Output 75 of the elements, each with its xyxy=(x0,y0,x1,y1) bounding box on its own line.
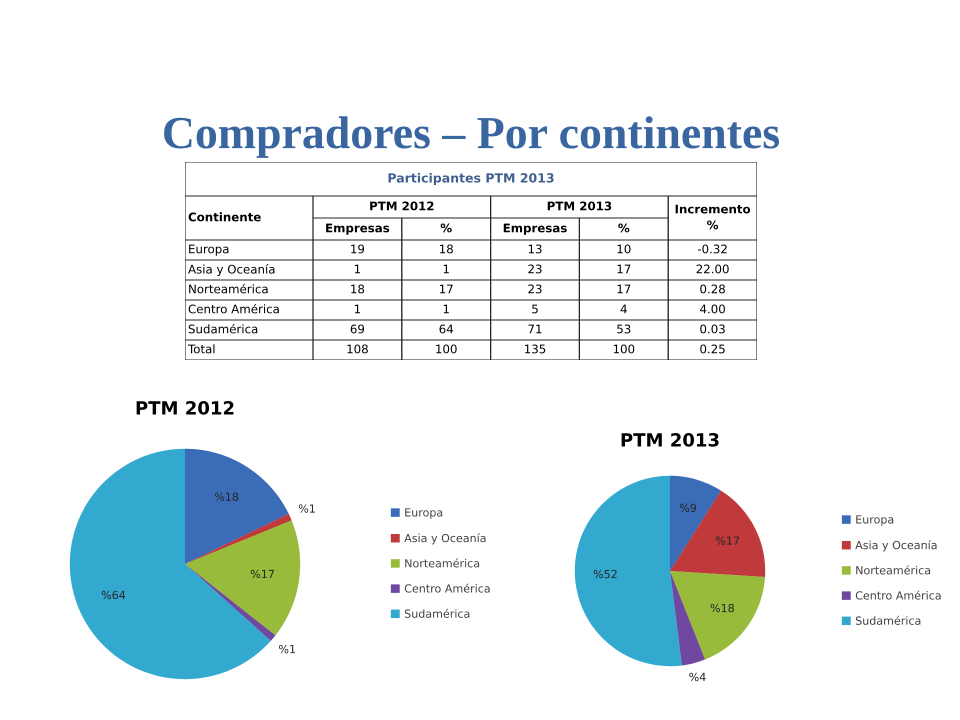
data-label: %17 xyxy=(250,570,274,578)
text: % xyxy=(618,223,630,232)
data-label: 100 xyxy=(436,344,457,354)
text: Continente xyxy=(188,212,261,222)
data-label: 1 xyxy=(444,304,449,314)
data-label: %52 xyxy=(594,570,617,578)
data-label: %1 xyxy=(298,504,315,513)
data-label: 18 xyxy=(351,284,364,294)
data-label: 17 xyxy=(618,284,630,294)
data-label: 4 xyxy=(620,304,627,314)
text: Participantes PTM 2013 xyxy=(388,172,554,186)
data-label: 135 xyxy=(525,344,546,354)
data-label: %18 xyxy=(214,492,238,501)
category-label: Asia y Oceanía xyxy=(188,264,274,276)
data-label: 71 xyxy=(528,324,542,334)
data-label: 108 xyxy=(347,344,368,354)
pie-slice xyxy=(185,448,289,564)
pie-slice xyxy=(670,490,766,577)
data-label: 0.03 xyxy=(700,324,725,334)
data-label: %1 xyxy=(279,644,296,654)
data-label: 23 xyxy=(528,284,542,294)
data-label: 23 xyxy=(528,264,542,274)
legend-label: Sudamérica xyxy=(404,608,470,618)
data-label: 0.28 xyxy=(700,284,725,294)
chart-title: PTM 2013 xyxy=(622,433,719,447)
data-label: 4.00 xyxy=(700,304,725,314)
legend-label: Asia y Oceanía xyxy=(404,533,486,544)
data-label: 1 xyxy=(354,304,360,314)
data-label: 10 xyxy=(618,244,631,254)
data-label: 17 xyxy=(618,264,630,274)
legend-label: Sudamérica xyxy=(856,616,920,625)
legend-label: Asia y Oceanía xyxy=(855,540,937,552)
data-label: 53 xyxy=(617,324,630,334)
pie-slice xyxy=(185,564,276,641)
text: Empresas xyxy=(326,224,390,235)
data-label: %18 xyxy=(710,604,734,612)
data-label: %64 xyxy=(102,590,126,600)
category-label: Norteamérica xyxy=(189,284,268,294)
category-label: Europa xyxy=(189,244,228,256)
legend-label: Centro América xyxy=(856,590,941,600)
pie-slice xyxy=(185,520,300,636)
legend-label: Norteamérica xyxy=(405,558,480,568)
text: Incremento % xyxy=(676,204,750,230)
chart-title: PTM 2012 xyxy=(136,401,234,415)
text: % xyxy=(440,223,452,232)
data-label: -0.32 xyxy=(698,244,727,254)
data-label: 17 xyxy=(440,284,453,294)
pie-slice xyxy=(670,571,766,660)
legend-label: Centro América xyxy=(404,584,490,593)
data-label: 13 xyxy=(528,244,542,254)
category-label: Total xyxy=(188,344,214,354)
data-label: 1 xyxy=(354,264,360,274)
category-label: Centro América xyxy=(188,304,279,314)
legend-label: Europa xyxy=(856,515,894,526)
data-label: 64 xyxy=(440,324,454,334)
text: Empresas xyxy=(504,224,567,235)
data-label: %17 xyxy=(716,536,740,545)
data-label: 0.25 xyxy=(700,344,725,354)
data-label: 19 xyxy=(351,244,364,254)
legend-label: Europa xyxy=(405,508,442,519)
data-label: 5 xyxy=(532,304,538,314)
data-label: 69 xyxy=(350,324,364,334)
data-label: %4 xyxy=(689,672,706,682)
legend-label: Norteamérica xyxy=(856,565,930,574)
pie-slice xyxy=(670,571,706,666)
text: PTM 2012 xyxy=(370,201,434,210)
data-label: 22.00 xyxy=(696,264,729,274)
text: Compradores – Por continentes xyxy=(164,116,780,158)
data-label: 100 xyxy=(614,344,634,354)
text: PTM 2013 xyxy=(548,201,612,210)
pie-slice xyxy=(185,514,292,564)
data-label: 1 xyxy=(444,264,449,274)
data-label: 18 xyxy=(440,244,453,254)
data-label: %9 xyxy=(680,504,696,512)
category-label: Sudamérica xyxy=(188,324,258,334)
